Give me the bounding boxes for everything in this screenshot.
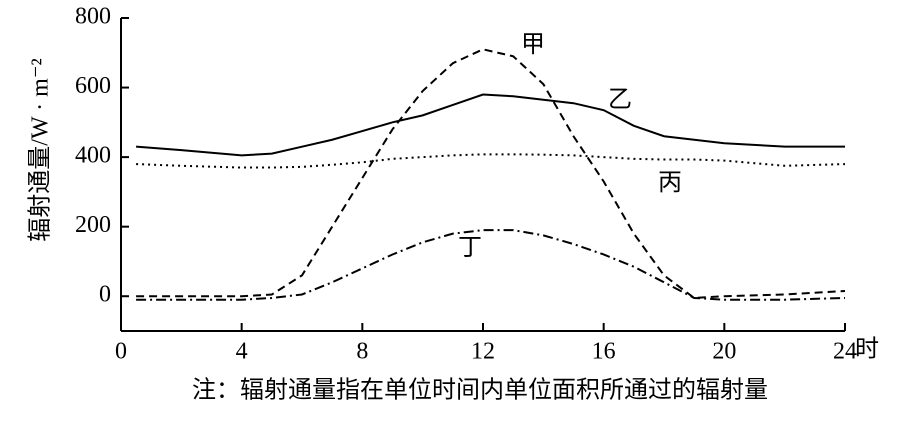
y-axis-label: 辐射通量/W · m⁻² xyxy=(27,58,54,241)
series-label: 丁 xyxy=(458,233,482,261)
y-tick-label: 600 xyxy=(75,73,111,99)
x-axis-unit: 时 xyxy=(855,336,879,363)
series-line xyxy=(136,153,846,169)
x-tick-label: 0 xyxy=(115,339,127,365)
y-tick-label: 400 xyxy=(75,143,111,169)
x-tick-label: 4 xyxy=(236,339,248,365)
x-tick-label: 24 xyxy=(833,339,857,365)
series-line xyxy=(136,229,846,301)
series-label: 乙 xyxy=(608,85,632,113)
series-line xyxy=(136,93,845,157)
x-tick-label: 20 xyxy=(712,339,736,365)
x-tick-label: 8 xyxy=(356,339,368,365)
y-tick-label: 0 xyxy=(99,282,111,308)
series-label: 甲 xyxy=(521,30,545,58)
x-tick-label: 12 xyxy=(471,339,495,365)
y-tick-label: 200 xyxy=(75,212,111,238)
y-tick-label: 800 xyxy=(75,4,111,30)
note: 注：辐射通量指在单位时间内单位面积所通过的辐射量 xyxy=(192,377,768,404)
x-tick-label: 16 xyxy=(592,339,616,365)
series-line xyxy=(136,48,846,299)
series-label: 丙 xyxy=(658,168,682,196)
